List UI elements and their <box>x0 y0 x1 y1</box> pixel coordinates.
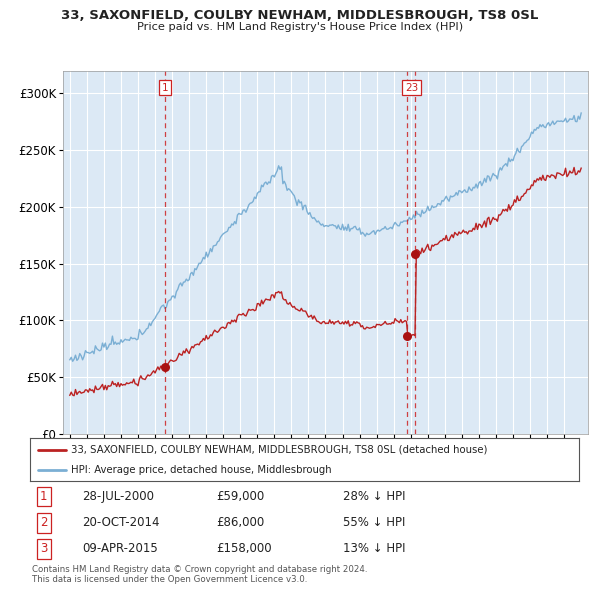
Text: £59,000: £59,000 <box>217 490 265 503</box>
Text: 20-OCT-2014: 20-OCT-2014 <box>82 516 160 529</box>
Text: 28% ↓ HPI: 28% ↓ HPI <box>343 490 406 503</box>
Text: 1: 1 <box>40 490 47 503</box>
Text: 28-JUL-2000: 28-JUL-2000 <box>82 490 154 503</box>
Text: 13% ↓ HPI: 13% ↓ HPI <box>343 542 406 555</box>
Text: 33, SAXONFIELD, COULBY NEWHAM, MIDDLESBROUGH, TS8 0SL (detached house): 33, SAXONFIELD, COULBY NEWHAM, MIDDLESBR… <box>71 445 488 455</box>
Text: Price paid vs. HM Land Registry's House Price Index (HPI): Price paid vs. HM Land Registry's House … <box>137 22 463 32</box>
Text: 1: 1 <box>161 83 168 93</box>
Text: 09-APR-2015: 09-APR-2015 <box>82 542 158 555</box>
Text: 23: 23 <box>405 83 418 93</box>
Text: This data is licensed under the Open Government Licence v3.0.: This data is licensed under the Open Gov… <box>32 575 307 584</box>
Text: 55% ↓ HPI: 55% ↓ HPI <box>343 516 406 529</box>
Text: 3: 3 <box>40 542 47 555</box>
Text: HPI: Average price, detached house, Middlesbrough: HPI: Average price, detached house, Midd… <box>71 466 332 475</box>
Text: Contains HM Land Registry data © Crown copyright and database right 2024.: Contains HM Land Registry data © Crown c… <box>32 565 367 574</box>
Text: £158,000: £158,000 <box>217 542 272 555</box>
Text: 33, SAXONFIELD, COULBY NEWHAM, MIDDLESBROUGH, TS8 0SL: 33, SAXONFIELD, COULBY NEWHAM, MIDDLESBR… <box>61 9 539 22</box>
Text: 2: 2 <box>40 516 47 529</box>
Text: £86,000: £86,000 <box>217 516 265 529</box>
